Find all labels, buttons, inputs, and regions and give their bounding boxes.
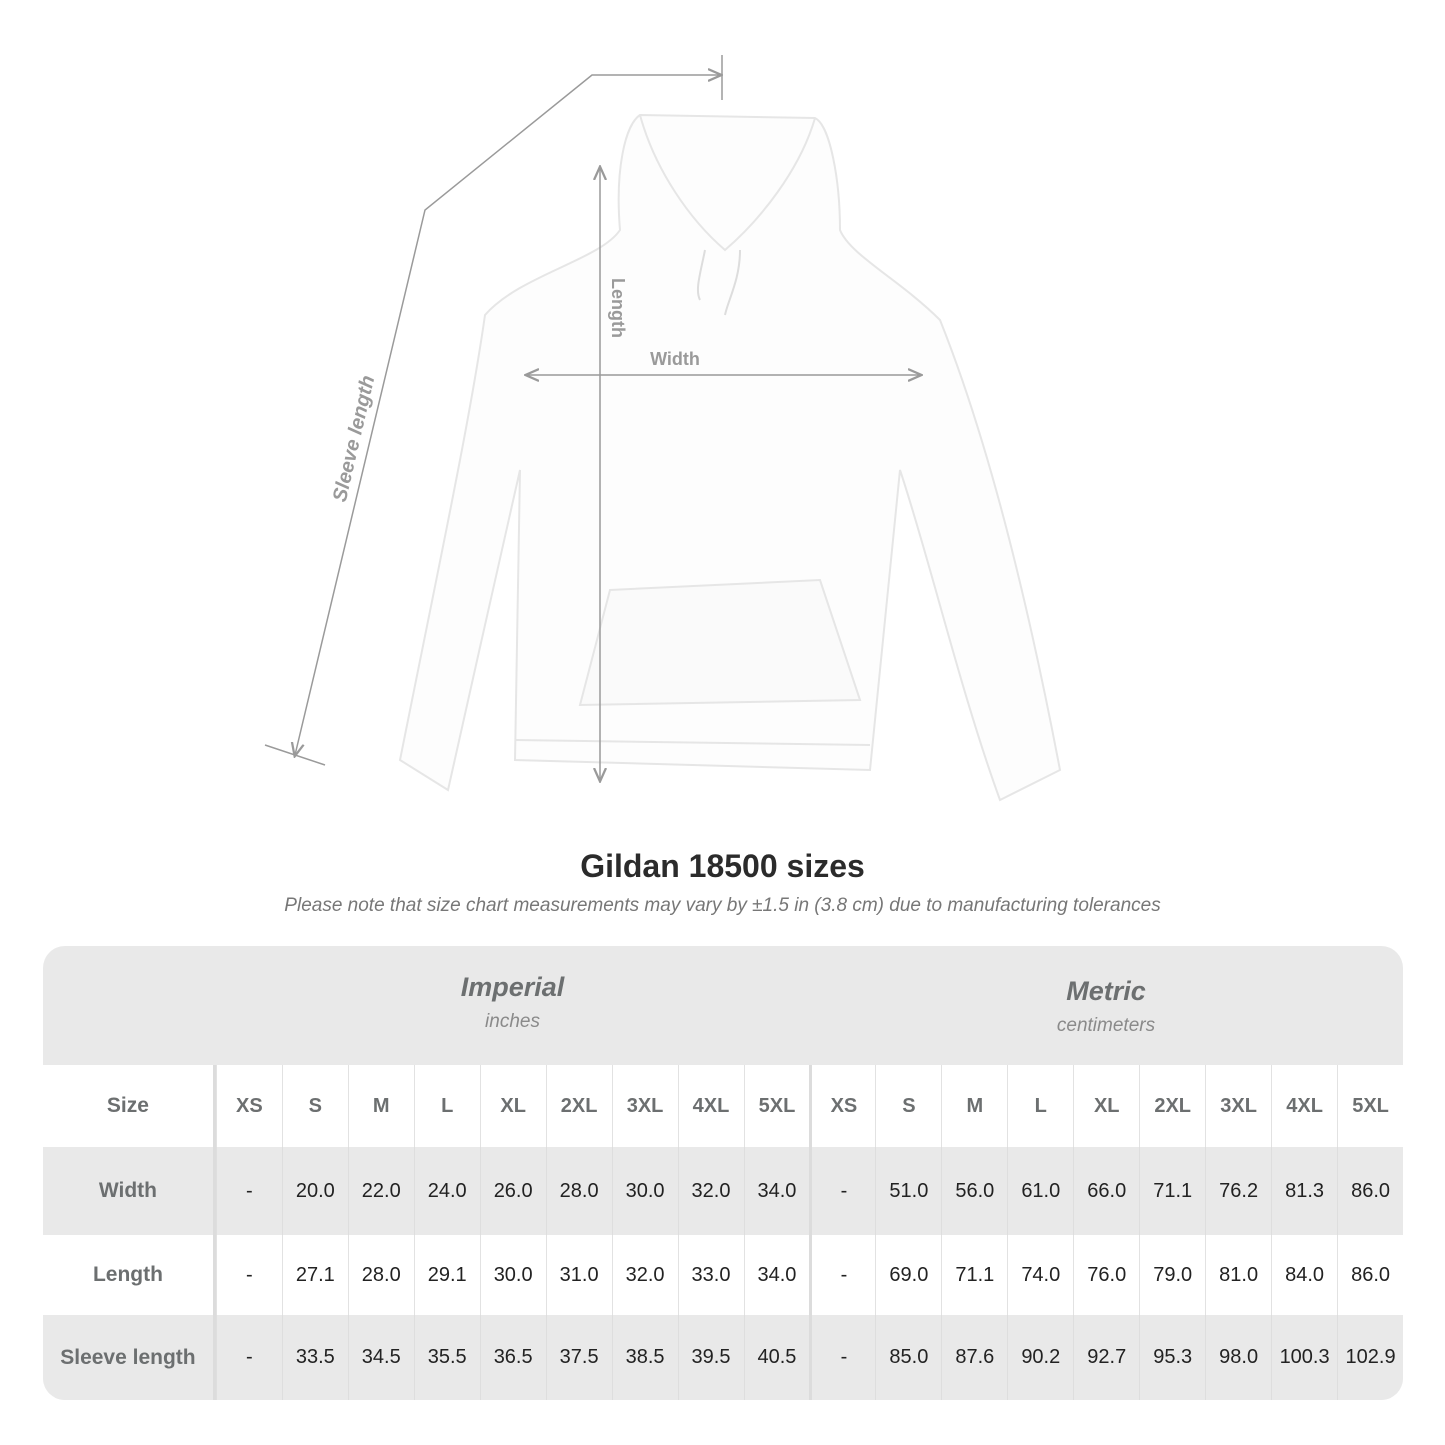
size-column-header: 5XL: [1337, 1065, 1403, 1147]
table-cell: 36.5: [479, 1315, 546, 1400]
table-cell: 85.0: [875, 1315, 941, 1400]
page-title: Gildan 18500 sizes: [580, 848, 865, 884]
size-column-header: 4XL: [677, 1065, 744, 1147]
metric-header: Metric centimeters: [809, 946, 1403, 1065]
table-cell: 79.0: [1139, 1235, 1205, 1315]
table-cell: 81.3: [1271, 1147, 1337, 1235]
table-cell: 38.5: [611, 1315, 678, 1400]
metric-unit: centimeters: [1056, 1015, 1156, 1036]
table-row: Width -20.0 22.0 24.0 26.0 28.0 30.0 32.0 34.0-5…: [43, 1147, 1403, 1235]
table-cell: 30.0: [479, 1235, 546, 1315]
table-cell: 34.5: [347, 1315, 414, 1400]
table-cell: 27.1: [281, 1235, 348, 1315]
table-cell: 61.0: [1007, 1147, 1073, 1235]
imperial-label: Imperial: [460, 972, 565, 1002]
row-label: Width: [43, 1147, 216, 1235]
table-cell: 31.0: [545, 1235, 612, 1315]
row-label: Length: [43, 1235, 216, 1315]
table-cell: 32.0: [677, 1147, 744, 1235]
size-column-header: 3XL: [1205, 1065, 1271, 1147]
table-cell: 28.0: [347, 1235, 414, 1315]
sleeve-line: [295, 75, 720, 755]
table-cell: 30.0: [611, 1147, 678, 1235]
table-cell: 34.0: [743, 1235, 810, 1315]
table-cell: 100.3: [1271, 1315, 1337, 1400]
imperial-header: Imperial inches: [216, 946, 809, 1065]
table-cell: 20.0: [281, 1147, 348, 1235]
table-cell: 39.5: [677, 1315, 744, 1400]
size-column-header: XL: [1073, 1065, 1139, 1147]
table-cell: -: [215, 1147, 282, 1235]
table-cell: -: [809, 1147, 875, 1235]
tolerance-note: Please note that size chart measurements…: [284, 895, 1161, 916]
table-cell: 86.0: [1337, 1235, 1403, 1315]
hoodie-diagram: Width Length Sleeve length: [264, 55, 1062, 802]
hoodie-illustration: [398, 113, 1062, 802]
table-cell: -: [215, 1235, 282, 1315]
size-column-header: L: [413, 1065, 480, 1147]
size-column-header: S: [875, 1065, 941, 1147]
metric-label: Metric: [1066, 976, 1146, 1006]
size-column-header: 5XL: [743, 1065, 810, 1147]
table-cell: 76.2: [1205, 1147, 1271, 1235]
table-cell: -: [215, 1315, 282, 1400]
table-cell: 66.0: [1073, 1147, 1139, 1235]
table-cell: 26.0: [479, 1147, 546, 1235]
table-cell: 69.0: [875, 1235, 941, 1315]
imperial-unit: inches: [485, 1011, 540, 1032]
size-header-row: Size XS S M L XL 2XL 3XL 4XL 5XL XS S M L XL 2XL 3XL 4XL 5…: [43, 1065, 1403, 1147]
table-cell: -: [809, 1315, 875, 1400]
row-label: Sleeve length: [43, 1315, 216, 1400]
table-cell: 37.5: [545, 1315, 612, 1400]
table-row: Length -27.1 28.0 29.1 30.0 31.0 32.0 33.0 34.0-…: [43, 1235, 1403, 1315]
table-cell: 102.9: [1337, 1315, 1403, 1400]
table-cell: 76.0: [1073, 1235, 1139, 1315]
table-cell: 71.1: [1139, 1147, 1205, 1235]
table-cell: 56.0: [941, 1147, 1007, 1235]
table-cell: 33.0: [677, 1235, 744, 1315]
table-cell: 92.7: [1073, 1315, 1139, 1400]
table-row: Sleeve length -33.5 34.5 35.5 36.5 37.5 38.5 39…: [43, 1315, 1403, 1400]
size-column-header: 2XL: [545, 1065, 612, 1147]
size-column-header: L: [1007, 1065, 1073, 1147]
length-label: Length: [608, 278, 628, 338]
table-cell: 24.0: [413, 1147, 480, 1235]
table-cell: -: [809, 1235, 875, 1315]
size-column-header: 4XL: [1271, 1065, 1337, 1147]
size-column-header: S: [281, 1065, 348, 1147]
table-cell: 22.0: [347, 1147, 414, 1235]
table-cell: 40.5: [743, 1315, 810, 1400]
table-cell: 95.3: [1139, 1315, 1205, 1400]
width-label: Width: [650, 349, 700, 369]
table-cell: 29.1: [413, 1235, 480, 1315]
size-header: Size: [43, 1065, 216, 1147]
table-cell: 86.0: [1337, 1147, 1403, 1235]
table-cell: 32.0: [611, 1235, 678, 1315]
size-column-header: XS: [809, 1065, 875, 1147]
size-table: Imperial inches Metric centimeters Size X…: [43, 946, 1403, 1400]
table-cell: 28.0: [545, 1147, 612, 1235]
table-cell: 51.0: [875, 1147, 941, 1235]
table-cell: 71.1: [941, 1235, 1007, 1315]
table-cell: 90.2: [1007, 1315, 1073, 1400]
table-cell: 33.5: [281, 1315, 348, 1400]
table-cell: 98.0: [1205, 1315, 1271, 1400]
size-column-header: 2XL: [1139, 1065, 1205, 1147]
size-column-header: XL: [479, 1065, 546, 1147]
measure-lines: [264, 55, 920, 780]
table-cell: 35.5: [413, 1315, 480, 1400]
sleeve-length-label: Sleeve length: [329, 373, 379, 504]
table-cell: 84.0: [1271, 1235, 1337, 1315]
table-cell: 87.6: [941, 1315, 1007, 1400]
size-column-header: M: [941, 1065, 1007, 1147]
table-cell: 74.0: [1007, 1235, 1073, 1315]
table-cell: 81.0: [1205, 1235, 1271, 1315]
size-column-header: M: [347, 1065, 414, 1147]
table-cell: 34.0: [743, 1147, 810, 1235]
size-column-header: 3XL: [611, 1065, 678, 1147]
size-column-header: XS: [215, 1065, 282, 1147]
